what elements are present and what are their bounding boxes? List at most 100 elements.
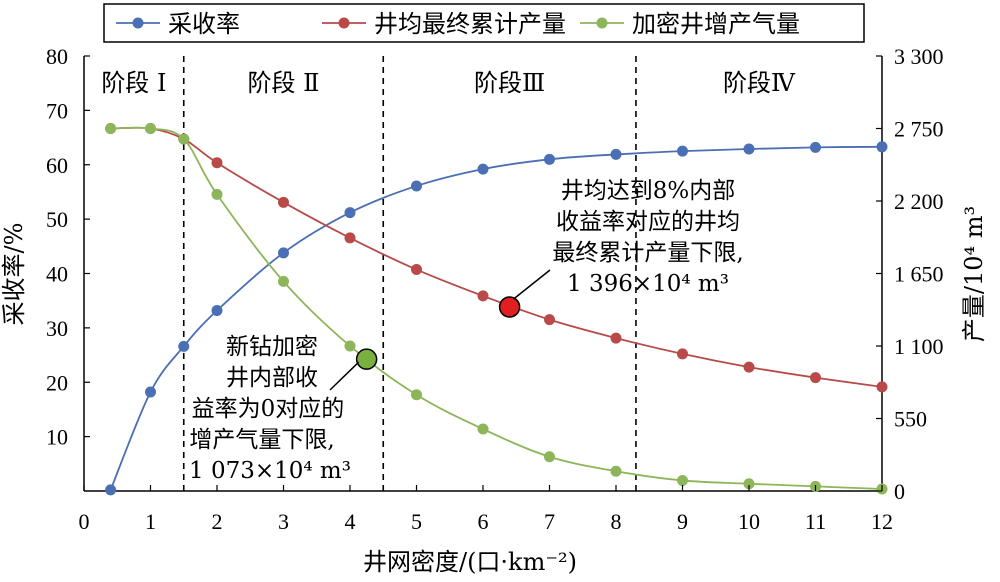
legend: 采收率 井均最终累计产量 加密井增产气量 [103,3,865,43]
x-tick-label: 10 [738,509,760,534]
highlight-point-1 [498,296,521,318]
x-axis-title: 井网密度/(口·km⁻²) [363,548,577,576]
annotation-2-line: 井内部收 [226,365,318,391]
series-2-point [610,332,622,344]
series-3-point [344,340,356,352]
y-left-tick-label: 50 [46,207,68,232]
series-3-point [677,474,688,486]
series-1-point [544,153,555,165]
series-1-point [105,484,117,496]
x-tick-label: 1 [145,509,156,534]
series-1-point [810,141,821,153]
series-1-point [876,141,888,153]
series-2-point [344,232,356,244]
legend-swatch-marker [596,17,608,29]
legend-swatch-marker [132,17,144,29]
x-tick-label: 6 [478,509,489,534]
annotation-2-line: 增产气量下限, [189,427,334,453]
y-left-tick-label: 20 [46,370,68,395]
y-right-tick-label: 1 100 [894,334,944,359]
series-1-point [178,340,190,352]
y-right-tick-label: 1 650 [894,262,944,287]
series-1-point [211,304,223,316]
y-right-axis-title: 产量/10⁴ m³ [960,206,988,342]
series-3-point [544,451,555,463]
series-3-point [278,275,289,287]
series-1-point [743,143,755,155]
series-2-point [876,381,888,393]
series-3-point [105,123,117,134]
y-left-axis-title: 采收率/% [0,223,28,326]
series-1-point [278,247,289,259]
series-1-point [610,148,622,160]
y-left-tick-label: 40 [46,262,68,287]
series-3-point [743,478,755,490]
series-2-point [810,372,821,384]
series-2-point [211,157,223,169]
stage-label: 阶段 Ⅱ [248,69,320,97]
stage-divider-layer: 阶段 Ⅰ 阶段 Ⅱ 阶段Ⅲ 阶段Ⅳ [101,56,796,491]
x-tick-label: 3 [278,509,289,534]
stage-label: 阶段Ⅲ [474,69,545,97]
series-3-point [178,133,190,145]
x-tick-label: 0 [79,509,90,534]
annotation-1-line: 1 396×10⁴ m³ [567,271,729,297]
legend-entry: 加密井增产气量 [632,10,800,38]
x-tick-label: 4 [345,509,356,534]
annotation-2-line: 1 073×10⁴ m³ [189,458,351,484]
series-2-point [544,314,555,326]
x-tick-label: 11 [805,509,826,534]
series-1-point [477,163,489,175]
series-1-point [411,180,422,192]
annotation-leader-2 [329,361,360,391]
y-right-tick-label: 550 [894,407,927,432]
series-1-point [145,386,156,398]
series-3-point [610,465,622,477]
highlight-point-2 [355,348,378,370]
x-tick-label: 12 [871,509,893,534]
series-1-point [344,207,356,219]
series-3-point [211,188,223,200]
y-left-tick-label: 80 [46,44,68,69]
series-3-point [145,123,156,134]
text-layer: 井网密度/(口·km⁻²) 采收率/% 产量/10⁴ m³ [0,206,988,576]
x-tick-label: 8 [611,509,622,534]
series-2-point [677,348,688,360]
series-2-point [411,264,422,276]
y-left-tick-label: 10 [46,425,68,450]
annotation-2-line: 新钻加密 [226,334,318,360]
annotation-1-line: 最终累计产量下限, [552,240,743,266]
legend-entry: 采收率 [168,10,240,38]
x-tick-label: 2 [212,509,223,534]
x-tick-label: 7 [544,509,555,534]
y-left-tick-label: 70 [46,98,68,123]
y-right-tick-label: 2 200 [894,189,944,214]
legend-box [103,3,865,43]
series-1-point [677,145,688,157]
annotation-2-line: 益率为0对应的 [192,396,345,422]
stage-label: 阶段 Ⅰ [101,69,166,97]
series-3-point [477,423,489,435]
y-right-tick-label: 3 300 [894,44,944,69]
series-2-point [477,290,489,302]
x-tick-label: 5 [411,509,422,534]
legend-swatch-marker [338,17,350,29]
series-line-3 [110,126,883,490]
annotation-1-line: 井均达到8%内部 [561,178,736,204]
legend-entry: 井均最终累计产量 [374,10,566,38]
series-layer [105,123,888,496]
x-tick-label: 9 [677,509,688,534]
series-2-point [743,361,755,373]
y-right-tick-label: 2 750 [894,117,944,142]
series-3-point [411,389,422,401]
y-left-tick-label: 60 [46,153,68,178]
series-2-point [278,196,289,208]
y-left-tick-label: 30 [46,316,68,341]
annotation-1-line: 收益率对应的井均 [556,209,740,235]
stage-label: 阶段Ⅳ [723,69,796,97]
annotation-leader-1 [513,269,551,300]
y-right-tick-label: 0 [894,479,905,504]
